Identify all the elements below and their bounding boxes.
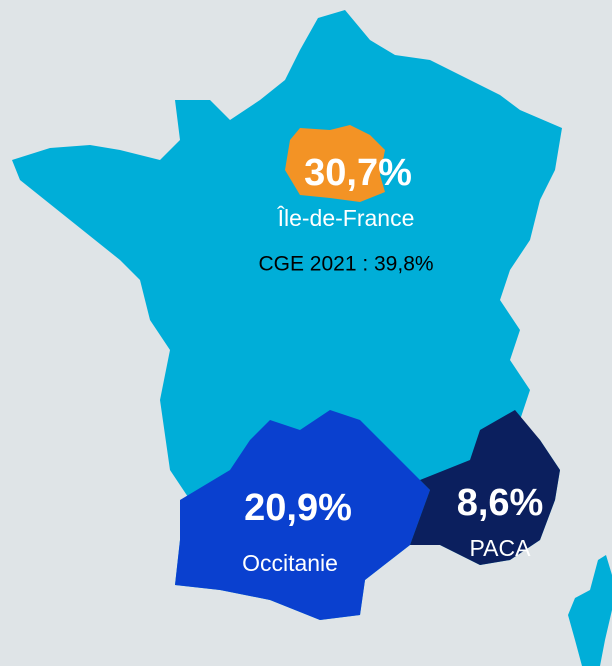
paca-region (410, 410, 560, 565)
region-value: 8,6% (457, 482, 544, 524)
region-name: Occitanie (242, 550, 338, 576)
france (12, 10, 562, 620)
occitanie-region (175, 410, 430, 620)
ile-de-france-region (285, 125, 385, 202)
region-name: PACA (470, 535, 532, 561)
region-value: 30,7% (304, 152, 412, 194)
region-name: Île-de-France (277, 205, 415, 231)
region-note: CGE 2021 : 39,8% (258, 253, 433, 276)
region-value: 20,9% (244, 487, 352, 529)
corsica (568, 555, 612, 666)
